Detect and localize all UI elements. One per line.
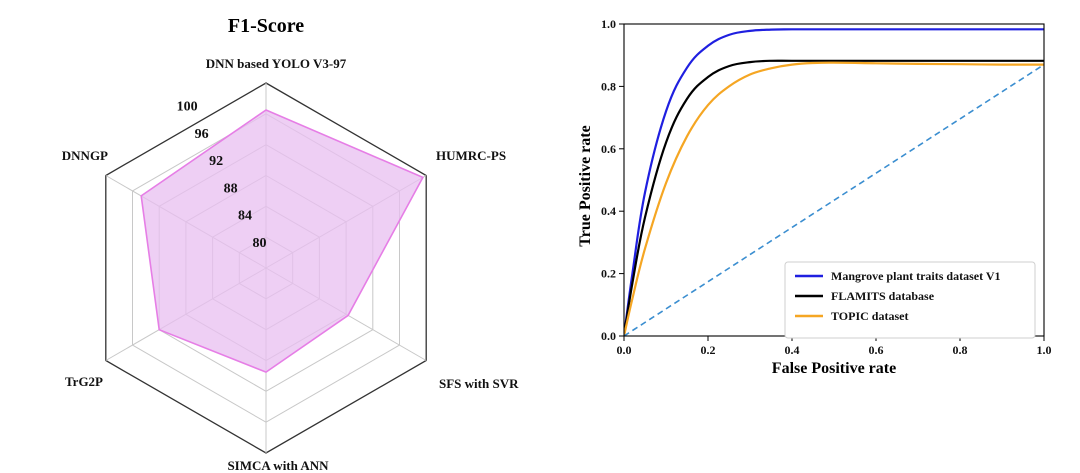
- radar-data: [140, 109, 425, 374]
- roc-ticks: 0.0 0.2 0.4 0.6 0.8 1.0 0.0 0.2 0.4 0.6 0.8 1.0: [601, 17, 1052, 357]
- y-tick-label: 0.6: [601, 142, 616, 156]
- y-tick-label: 0.8: [601, 79, 616, 93]
- x-tick-label: 0.4: [785, 343, 800, 357]
- radar-ring-label: 88: [224, 181, 238, 196]
- radar-ring-label: 84: [238, 209, 252, 224]
- y-tick-label: 0.4: [601, 204, 616, 218]
- legend-box: [784, 261, 1036, 339]
- roc-series-group: [624, 28, 1044, 336]
- radar-axis-labels: DNN based YOLO V3-97 HUMRC-PS SFS with SVR…: [62, 56, 519, 473]
- legend-label: TOPIC dataset: [831, 309, 908, 323]
- radar-axis-label: DNNGP: [62, 148, 108, 163]
- x-tick-label: 0.2: [701, 343, 716, 357]
- x-axis-label: False Positive rate: [772, 360, 896, 377]
- x-tick-label: 1.0: [1037, 343, 1052, 357]
- y-tick-label: 1.0: [601, 17, 616, 31]
- y-tick-label: 0.2: [601, 267, 616, 281]
- x-tick-label: 0.8: [953, 343, 968, 357]
- legend-label: Mangrove plant traits dataset V1: [831, 269, 1001, 283]
- radar-ring-label: 100: [177, 100, 198, 115]
- legend-label: FLAMITS database: [831, 289, 935, 303]
- radar-axis-label: DNN based YOLO V3-97: [206, 56, 347, 71]
- roc-chart: 0.0 0.2 0.4 0.6 0.8 1.0 0.0 0.2 0.4 0.6 0.8 1.0 Fal…: [577, 17, 1052, 377]
- chance-line: [624, 63, 1044, 336]
- x-tick-label: 0.6: [869, 343, 884, 357]
- radar-axis-label: HUMRC-PS: [436, 148, 506, 163]
- series-line-0: [624, 28, 1044, 336]
- y-axis-label: True Positive rate: [577, 125, 594, 246]
- legend: Mangrove plant traits dataset V1 FLAMITS …: [784, 261, 1036, 339]
- radar-title: F1-Score: [228, 15, 304, 37]
- radar-axis-label: SIMCA with ANN: [227, 458, 329, 473]
- series-line-2: [624, 61, 1044, 336]
- x-tick-label: 0.0: [617, 343, 632, 357]
- y-tick-label: 0.0: [601, 329, 616, 343]
- radar-ring-label: 96: [195, 127, 209, 142]
- radar-ring-label: 92: [209, 154, 223, 169]
- series-line-1: [624, 59, 1044, 336]
- radar-axis-label: SFS with SVR: [439, 376, 519, 391]
- radar-axis-label: TrG2P: [65, 374, 103, 389]
- radar-ring-label: 80: [253, 236, 267, 251]
